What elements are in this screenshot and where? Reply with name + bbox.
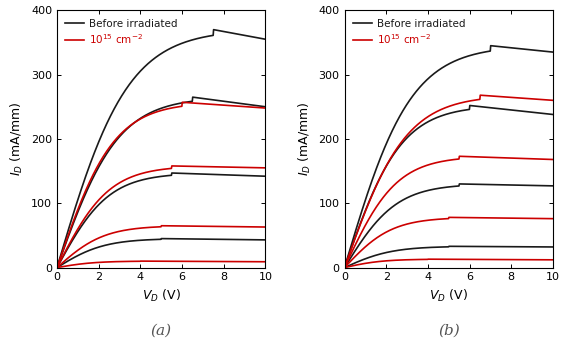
Before irradiated xyxy=(262,37,269,41)
Before irradiated xyxy=(225,30,231,34)
Line: $10^{15}$ cm$^{-2}$: $10^{15}$ cm$^{-2}$ xyxy=(344,95,553,268)
X-axis label: $V_D$ (V): $V_D$ (V) xyxy=(429,288,468,304)
$10^{15}$ cm$^{-2}$ xyxy=(54,265,60,270)
$10^{15}$ cm$^{-2}$ xyxy=(440,106,447,110)
$10^{15}$ cm$^{-2}$ xyxy=(545,98,552,102)
$10^{15}$ cm$^{-2}$ xyxy=(465,99,472,103)
Before irradiated xyxy=(54,265,60,270)
Y-axis label: $I_D$ (mA/mm): $I_D$ (mA/mm) xyxy=(9,102,26,176)
Y-axis label: $I_D$ (mA/mm): $I_D$ (mA/mm) xyxy=(297,102,313,176)
$10^{15}$ cm$^{-2}$ xyxy=(512,96,519,100)
$10^{15}$ cm$^{-2}$ xyxy=(225,103,231,107)
Before irradiated xyxy=(178,42,185,46)
Before irradiated xyxy=(441,64,448,68)
Before irradiated xyxy=(487,44,494,48)
Before irradiated xyxy=(257,36,264,40)
$10^{15}$ cm$^{-2}$ xyxy=(477,93,484,97)
Before irradiated xyxy=(440,65,447,69)
$10^{15}$ cm$^{-2}$ xyxy=(154,110,161,114)
$10^{15}$ cm$^{-2}$ xyxy=(153,110,160,114)
Text: (a): (a) xyxy=(150,324,172,338)
Line: Before irradiated: Before irradiated xyxy=(344,46,553,268)
$10^{15}$ cm$^{-2}$ xyxy=(262,106,269,110)
Before irradiated xyxy=(512,46,519,50)
$10^{15}$ cm$^{-2}$ xyxy=(257,106,264,110)
Before irradiated xyxy=(210,27,217,32)
Before irradiated xyxy=(341,265,348,270)
$10^{15}$ cm$^{-2}$ xyxy=(549,98,556,102)
Line: Before irradiated: Before irradiated xyxy=(57,29,266,268)
Before irradiated xyxy=(545,49,552,54)
Before irradiated xyxy=(153,55,160,59)
$10^{15}$ cm$^{-2}$ xyxy=(179,100,186,104)
Before irradiated xyxy=(154,54,161,58)
$10^{15}$ cm$^{-2}$ xyxy=(454,102,461,106)
X-axis label: $V_D$ (V): $V_D$ (V) xyxy=(142,288,181,304)
$10^{15}$ cm$^{-2}$ xyxy=(341,265,348,270)
Before irradiated xyxy=(166,47,173,51)
Before irradiated xyxy=(465,54,472,58)
Text: (b): (b) xyxy=(438,324,459,338)
$10^{15}$ cm$^{-2}$ xyxy=(178,104,185,108)
$10^{15}$ cm$^{-2}$ xyxy=(166,106,173,110)
Line: $10^{15}$ cm$^{-2}$: $10^{15}$ cm$^{-2}$ xyxy=(57,102,266,268)
$10^{15}$ cm$^{-2}$ xyxy=(441,106,448,110)
Legend: Before irradiated, $10^{15}$ cm$^{-2}$: Before irradiated, $10^{15}$ cm$^{-2}$ xyxy=(350,15,469,49)
Before irradiated xyxy=(549,50,556,54)
Legend: Before irradiated, $10^{15}$ cm$^{-2}$: Before irradiated, $10^{15}$ cm$^{-2}$ xyxy=(62,15,181,49)
Before irradiated xyxy=(454,58,461,62)
